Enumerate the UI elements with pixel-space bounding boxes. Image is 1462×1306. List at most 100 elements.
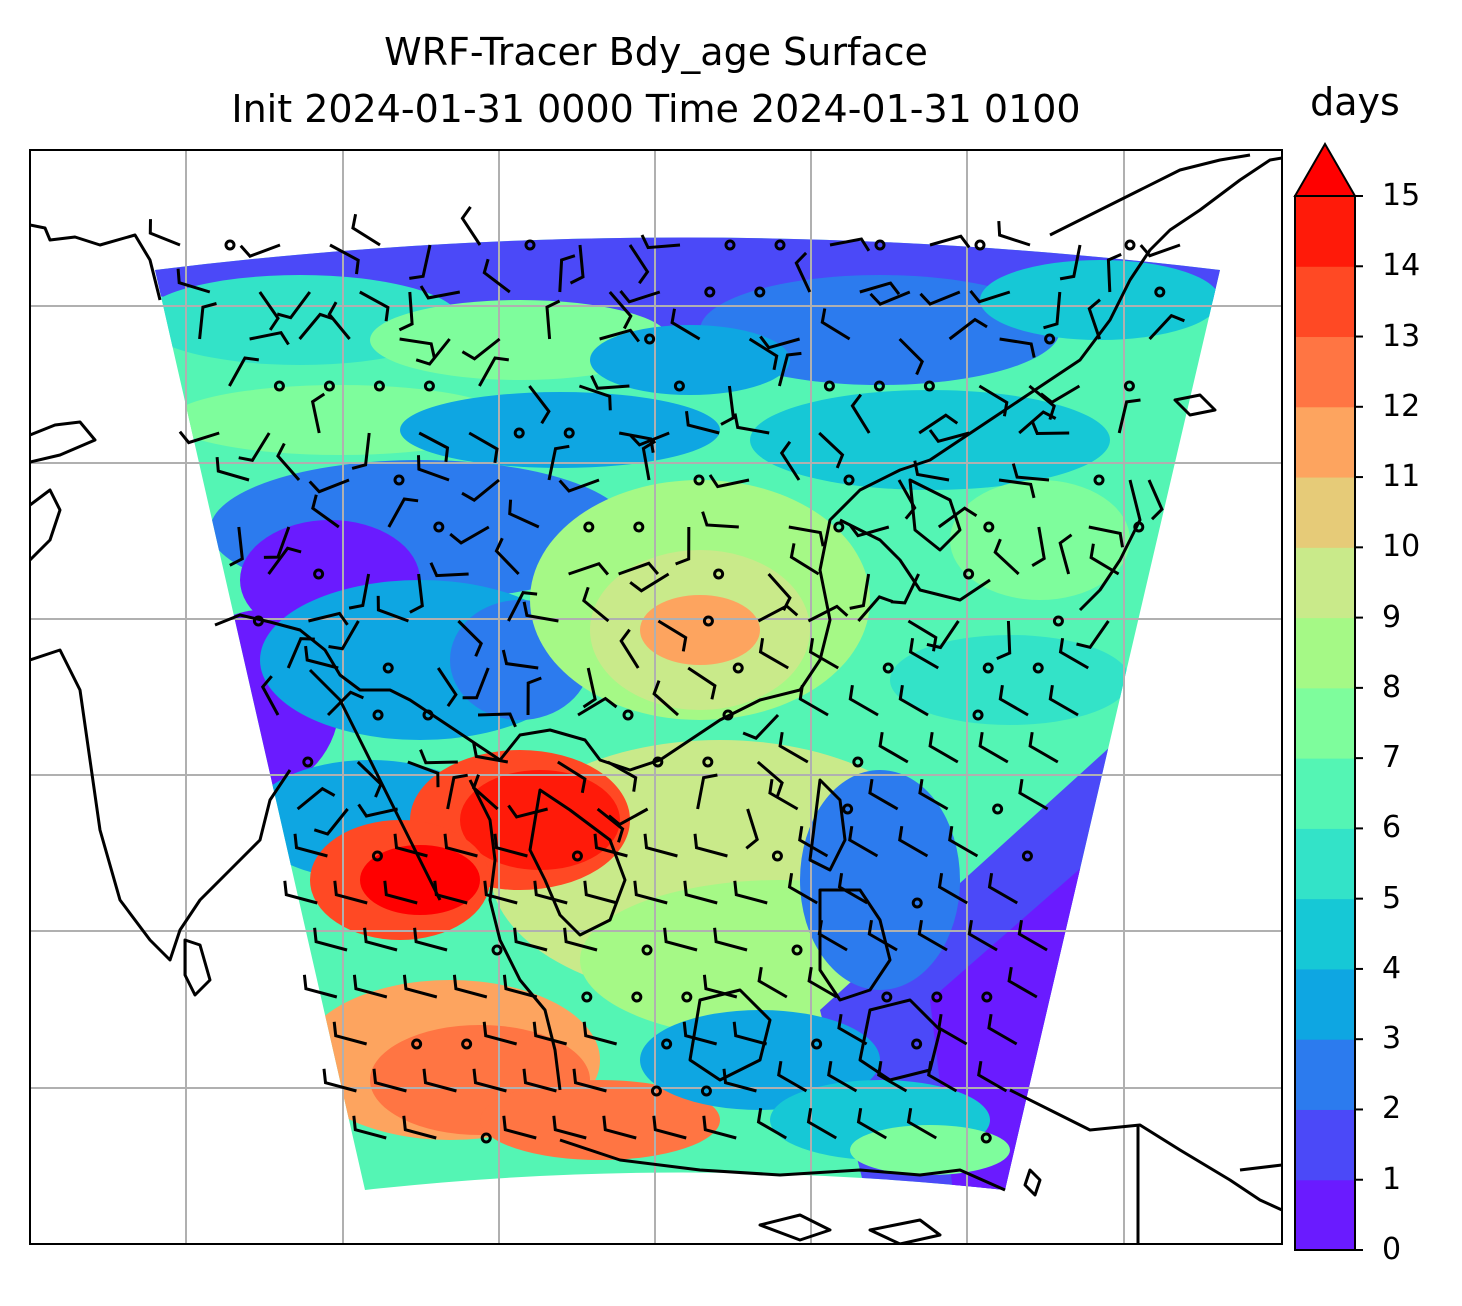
calm-circle [372, 709, 384, 721]
wind-barb [807, 604, 849, 623]
wind-barb [702, 974, 738, 999]
wind-barb [608, 291, 633, 330]
wind-barb [978, 384, 1009, 417]
colorbar-tick-label: 9 [1382, 599, 1402, 635]
wind-barb [507, 590, 538, 622]
wind-barb [1017, 919, 1048, 952]
colorbar-unit: days [1310, 80, 1400, 124]
wind-barb [399, 337, 436, 358]
wind-barb [283, 880, 318, 905]
wind-barb [807, 966, 838, 999]
wind-barb [937, 506, 978, 529]
wind-barb [848, 523, 890, 538]
wind-barb [409, 244, 432, 280]
wind-barb [779, 440, 801, 481]
calm-circle [754, 286, 766, 298]
wind-barb [732, 1021, 768, 1046]
wind-barb [348, 573, 371, 610]
calm-circle [842, 803, 854, 815]
colorbar-tick-label: 11 [1382, 459, 1421, 495]
wind-barb [969, 289, 1011, 304]
calm-circle [732, 662, 744, 674]
wind-barb [558, 478, 600, 493]
wind-barb [898, 684, 929, 717]
wind-barb [837, 1013, 868, 1046]
calm-circle [882, 662, 894, 674]
calm-circle [622, 709, 634, 721]
wind-barb [568, 561, 610, 576]
wind-barb [607, 760, 638, 792]
wind-barb [558, 254, 576, 293]
wind-barb [1076, 620, 1110, 649]
colorbar-tick-label: 15 [1382, 178, 1421, 213]
wind-barb [1039, 384, 1081, 405]
wind-barb [998, 478, 1036, 499]
calm-circle [724, 239, 736, 251]
calm-circle [524, 239, 536, 251]
wind-barb [351, 432, 371, 470]
calm-circle [252, 615, 264, 627]
wind-barb [757, 966, 788, 999]
colorbar-segment [1295, 617, 1355, 689]
wind-barb [239, 243, 281, 258]
calm-circle [224, 239, 236, 251]
wind-barb [308, 478, 350, 494]
calm-circle [480, 1132, 492, 1144]
calm-circle [422, 709, 434, 721]
wind-barb [641, 439, 657, 481]
wind-barb [533, 880, 568, 905]
wind-barb [1089, 543, 1120, 576]
wind-barb [867, 919, 898, 952]
colorbar-tick-label: 8 [1382, 669, 1402, 705]
wind-barb [857, 595, 894, 622]
calm-circle [823, 380, 835, 392]
wind-barb [429, 562, 469, 578]
wind-barb [1139, 243, 1181, 258]
calm-circle [992, 803, 1004, 815]
wind-barb [582, 586, 610, 623]
wind-barb [363, 927, 398, 952]
wind-barb [778, 731, 809, 764]
calm-circle [693, 474, 705, 486]
wind-barb [618, 561, 660, 576]
wind-barb [798, 825, 829, 858]
calm-circle [631, 991, 643, 1003]
wind-barb [829, 237, 871, 252]
wind-barb [258, 291, 280, 331]
calm-circle [650, 1085, 662, 1097]
wind-barb [993, 538, 1020, 576]
wind-barb [457, 619, 483, 657]
wind-barb [215, 456, 250, 482]
wind-barb [898, 825, 929, 858]
wind-barb [599, 328, 640, 343]
coastlines [30, 153, 1282, 1244]
wind-barb [328, 620, 360, 651]
wind-barb [996, 620, 1012, 660]
wind-barb [402, 974, 438, 999]
wind-barb [547, 444, 570, 481]
colorbar-tick-label: 13 [1382, 318, 1421, 354]
wind-barb [415, 338, 451, 366]
wind-barb [628, 431, 670, 447]
wind-barb [433, 880, 468, 905]
calm-circle [700, 1085, 712, 1097]
wind-barb [908, 637, 939, 670]
wind-barb [794, 251, 812, 293]
colorbar-segment [1295, 547, 1355, 619]
wind-barb [357, 803, 398, 818]
calm-circle [641, 944, 653, 956]
wind-barb [906, 1107, 937, 1140]
wind-barb [878, 731, 909, 764]
wind-barb [462, 667, 490, 700]
wind-barb [578, 384, 612, 411]
wind-barb [493, 833, 528, 858]
calm-circle [1044, 333, 1056, 345]
wind-barb [482, 1021, 518, 1046]
wind-barb [329, 243, 360, 275]
calm-circle [581, 991, 593, 1003]
wind-barb [460, 206, 482, 246]
wind-barb [468, 431, 499, 464]
wind-barb [948, 317, 988, 341]
wind-barb [238, 432, 271, 462]
wind-barb [296, 786, 336, 811]
